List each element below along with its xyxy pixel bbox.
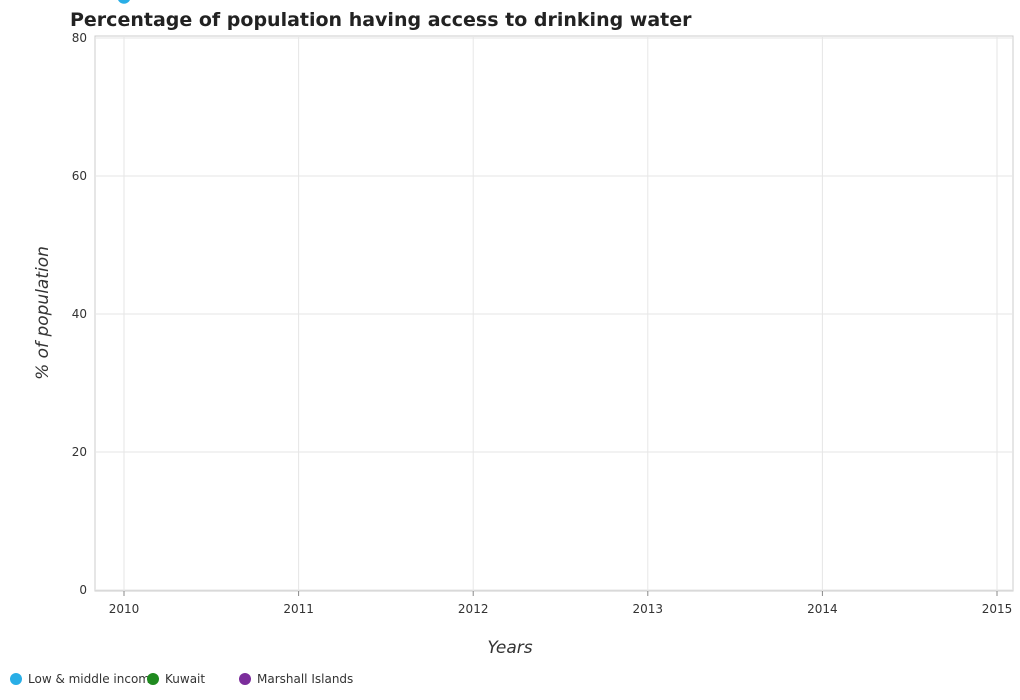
x-tick-label: 2015 — [982, 602, 1013, 616]
legend-label: Marshall Islands — [257, 672, 353, 686]
x-tick-label: 2014 — [807, 602, 838, 616]
legend-label: Kuwait — [165, 672, 205, 686]
y-axis-label: % of population — [33, 246, 53, 380]
x-tick-label: 2010 — [109, 602, 140, 616]
legend-marker — [147, 673, 159, 685]
legend: Low & middle income Kuwait Marshall Island… — [10, 672, 353, 686]
y-tick-label: 40 — [72, 307, 87, 321]
x-axis-ticks: 2010 2011 2012 2013 2014 2015 — [109, 591, 1013, 616]
chart-title: Percentage of population having access t… — [70, 9, 692, 31]
y-axis-ticks: 0 20 40 60 80 — [72, 31, 87, 597]
data-points — [118, 0, 130, 4]
x-tick-label: 2011 — [283, 602, 314, 616]
legend-label: Low & middle income — [28, 672, 157, 686]
y-tick-label: 80 — [72, 31, 87, 45]
y-tick-label: 60 — [72, 169, 87, 183]
legend-marker — [239, 673, 251, 685]
x-axis-label: Years — [487, 638, 532, 658]
x-tick-label: 2012 — [458, 602, 489, 616]
y-tick-label: 20 — [72, 445, 87, 459]
x-tick-label: 2013 — [633, 602, 664, 616]
y-tick-label: 0 — [79, 583, 87, 597]
data-point-low-middle-income — [118, 0, 130, 4]
gridlines — [95, 36, 1013, 591]
legend-marker — [10, 673, 22, 685]
